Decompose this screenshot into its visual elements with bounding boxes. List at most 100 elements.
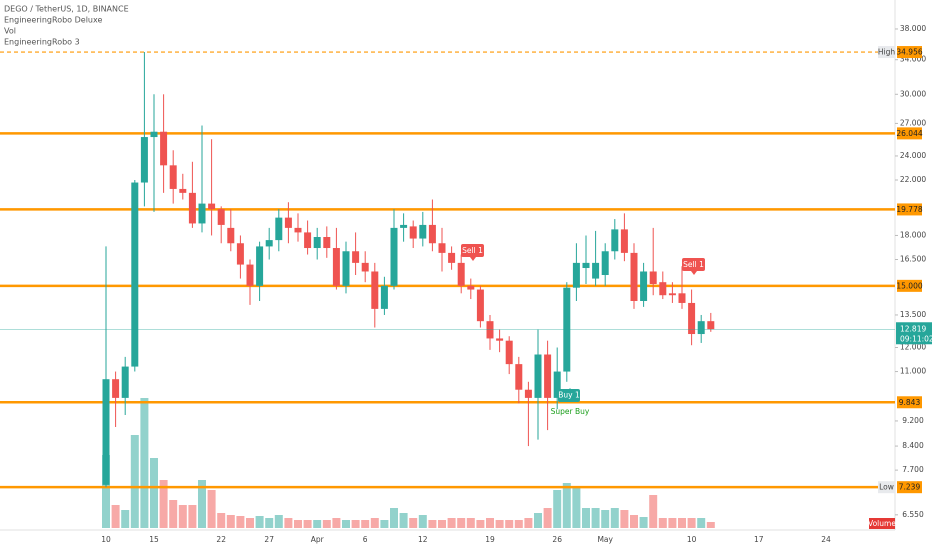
volume-bar	[236, 516, 245, 528]
volume-label: Volume	[868, 519, 896, 528]
candle-body	[428, 224, 436, 244]
y-tick-label: 16.500	[900, 255, 926, 264]
volume-bar	[380, 520, 389, 528]
candle-body	[448, 252, 456, 263]
level-name: Low	[879, 483, 894, 492]
last-price-label: 12.819	[900, 324, 926, 333]
candle-body	[544, 354, 552, 398]
y-tick-label: 34.000	[900, 55, 926, 64]
y-tick-label: 27.000	[900, 118, 926, 127]
candle-body	[102, 379, 110, 485]
volume-bar	[630, 515, 638, 528]
candle-body	[611, 229, 619, 252]
candle-body	[592, 262, 600, 279]
volume-bar	[678, 518, 686, 528]
volume-bar	[697, 518, 706, 528]
volume-bar	[102, 455, 110, 528]
level-label-box	[897, 46, 922, 59]
volume-label-box	[869, 518, 895, 529]
x-tick-label: 22	[216, 535, 226, 544]
signal-label: Buy 1	[558, 391, 580, 400]
candle-body	[208, 203, 216, 210]
volume-bar	[342, 520, 350, 528]
candle-body	[476, 289, 484, 322]
x-tick-label: 19	[485, 535, 495, 544]
x-tick-label: May	[597, 535, 613, 544]
volume-bar	[524, 518, 533, 528]
volume-bar	[217, 513, 226, 528]
signal-label: Sell 1	[462, 246, 483, 255]
countdown-label: 09:11:02	[900, 334, 932, 343]
y-tick-label: 8.400	[902, 441, 924, 450]
y-tick-label: 24.000	[900, 151, 926, 160]
volume-bar	[505, 520, 514, 528]
candle-body	[256, 246, 264, 286]
x-tick-label: 10	[687, 535, 697, 544]
indicator-label: Vol	[4, 27, 16, 36]
candle-body	[505, 340, 513, 365]
candle-body	[313, 237, 321, 249]
volume-bar	[658, 518, 667, 528]
candle-body	[659, 282, 667, 296]
volume-bar	[322, 520, 331, 528]
volume-bar	[495, 520, 504, 528]
price-axis-bg	[895, 0, 932, 550]
candle-body	[342, 251, 350, 286]
y-tick-label: 38.000	[900, 24, 926, 33]
candle-body	[121, 366, 129, 398]
y-tick-label: 7.700	[902, 465, 924, 474]
signal-label: Sell 1	[683, 260, 704, 269]
volume-bar	[534, 513, 542, 528]
candle-body	[361, 262, 369, 272]
volume-bar	[668, 518, 677, 528]
signal-box	[682, 258, 705, 271]
signal-label: Super Buy	[551, 407, 590, 416]
candle-body	[217, 209, 225, 225]
candle-body	[179, 188, 187, 193]
candle-body	[284, 217, 292, 228]
level-label-box	[897, 396, 922, 409]
candle-body	[620, 229, 628, 253]
candle-body	[160, 131, 168, 166]
candle-body	[515, 364, 523, 390]
candle-body	[572, 262, 580, 288]
x-tick-label: 10	[101, 535, 111, 544]
candle-body	[150, 131, 158, 138]
x-tick-label: 26	[552, 535, 562, 544]
candle-body	[332, 248, 340, 286]
volume-bar	[303, 520, 312, 528]
volume-bar	[332, 518, 341, 528]
level-label: 19.778	[896, 205, 922, 214]
volume-bar	[591, 508, 600, 528]
candle-body	[380, 285, 388, 309]
volume-bar	[361, 520, 370, 528]
volume-bar	[610, 508, 619, 528]
volume-bar	[706, 522, 715, 528]
level-label-box	[897, 203, 922, 216]
volume-bar	[418, 515, 427, 528]
volume-bar	[572, 487, 581, 528]
volume-bar	[207, 490, 216, 528]
indicator-label: EngineeringRobo 3	[4, 38, 80, 47]
level-label-box	[897, 279, 922, 292]
candle-body	[563, 287, 571, 372]
plot	[0, 51, 895, 528]
volume-bar	[601, 510, 610, 528]
candle-body	[582, 262, 590, 269]
level-label: 15.000	[896, 281, 922, 290]
volume-bar	[447, 518, 456, 528]
volume-bar	[399, 513, 408, 528]
volume-bar	[198, 480, 206, 528]
indicator-label: EngineeringRobo Deluxe	[4, 16, 102, 25]
x-tick-label: 6	[363, 535, 368, 544]
candle-body	[112, 379, 120, 398]
candle-body	[275, 217, 283, 241]
candle-body	[524, 389, 532, 398]
level-label-box	[897, 481, 922, 494]
candle-body	[697, 321, 705, 335]
level-name: High	[878, 48, 895, 57]
y-tick-label: 22.000	[900, 175, 926, 184]
volume-bar	[255, 516, 264, 528]
volume-bar	[562, 483, 571, 528]
x-tick-label: 17	[754, 535, 764, 544]
